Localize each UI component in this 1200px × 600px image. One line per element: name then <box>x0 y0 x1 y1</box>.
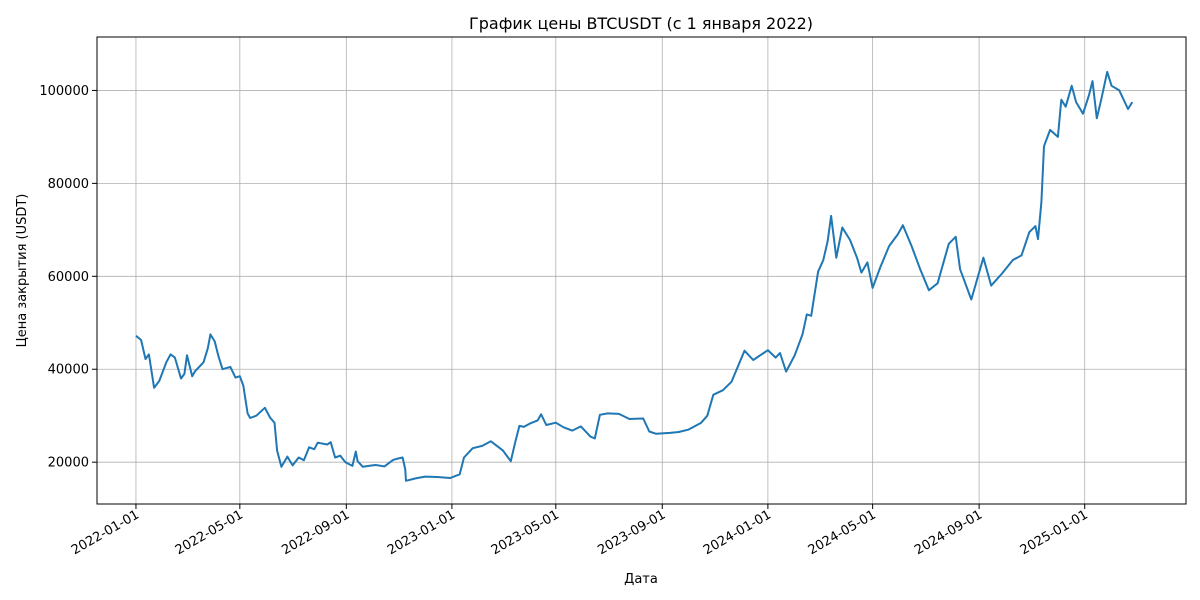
y-axis-ticks: 20000 40000 60000 80000 100000 <box>39 84 97 471</box>
price-series-line <box>135 70 1134 482</box>
y-tick-label: 60000 <box>48 270 89 285</box>
y-tick-label: 20000 <box>48 456 89 471</box>
y-tick-label: 80000 <box>48 177 89 192</box>
y-tick-label: 100000 <box>39 84 89 99</box>
y-tick-label: 40000 <box>48 363 89 378</box>
x-axis-title: Дата <box>624 572 658 587</box>
plot-frame <box>96 36 1187 505</box>
y-axis-title: Цена закрытия (USDT) <box>15 194 30 348</box>
chart-title: График цены BTCUSDT (с 1 января 2022) <box>469 14 813 33</box>
